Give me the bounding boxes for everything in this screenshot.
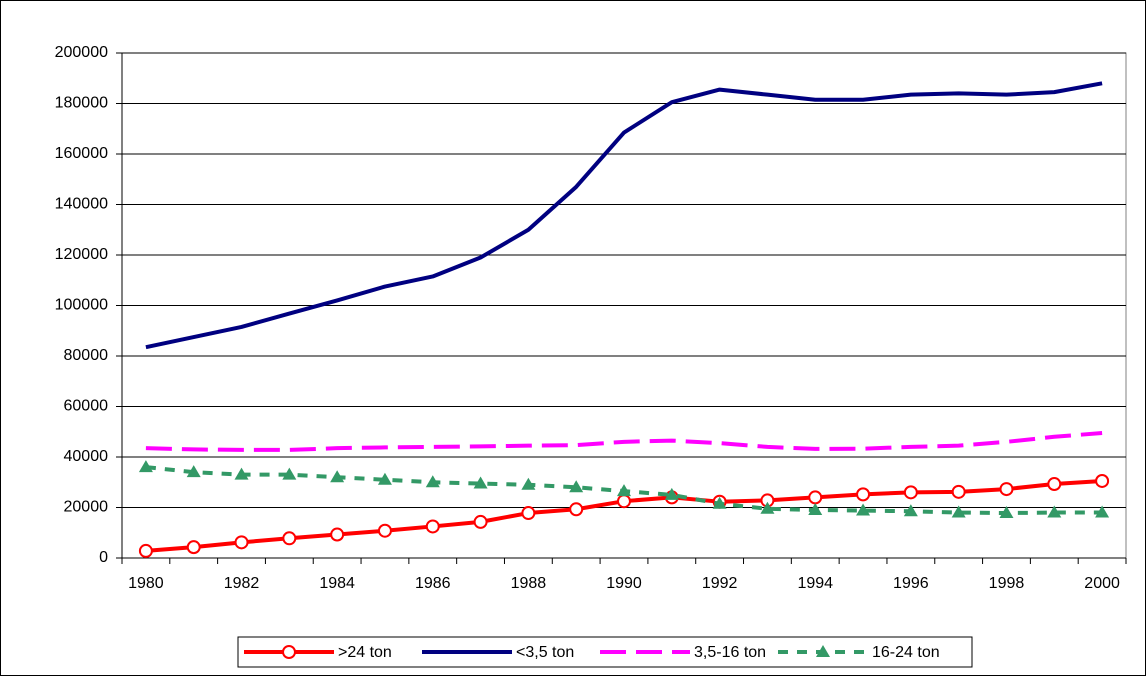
marker (138, 460, 153, 473)
x-tick-label: 1990 (606, 575, 642, 592)
marker (1095, 473, 1110, 488)
marker (282, 645, 296, 659)
y-tick-label: 60000 (64, 398, 109, 415)
marker (425, 519, 440, 534)
marker (234, 535, 249, 550)
marker (234, 467, 249, 480)
marker (999, 506, 1014, 519)
y-tick-label: 200000 (55, 44, 108, 61)
marker (760, 501, 775, 514)
y-tick-label: 20000 (64, 499, 109, 516)
marker (808, 490, 823, 505)
x-tick-label: 2000 (1084, 575, 1120, 592)
x-tick-label: 1996 (893, 575, 929, 592)
y-tick-label: 180000 (55, 95, 108, 112)
marker (521, 477, 536, 490)
y-tick-label: 140000 (55, 196, 108, 213)
marker (712, 496, 727, 509)
series-line (145, 431, 1103, 452)
series-line (145, 81, 1103, 350)
marker (1047, 477, 1062, 492)
marker (377, 523, 392, 538)
y-tick-label: 100000 (55, 297, 108, 314)
x-tick-label: 1980 (128, 575, 164, 592)
marker (856, 503, 871, 516)
y-tick-label: 80000 (64, 347, 109, 364)
marker (903, 504, 918, 517)
marker (856, 487, 871, 502)
legend-label: 16-24 ton (872, 644, 940, 661)
legend-label: 3,5-16 ton (694, 644, 766, 661)
marker (1095, 505, 1110, 518)
marker (569, 502, 584, 517)
marker (186, 465, 201, 478)
marker (282, 531, 297, 546)
marker (473, 476, 488, 489)
y-tick-label: 120000 (55, 246, 108, 263)
marker (1047, 505, 1062, 518)
marker (377, 472, 392, 485)
legend-label: >24 ton (338, 644, 392, 661)
marker (186, 540, 201, 555)
y-tick-label: 0 (99, 549, 108, 566)
marker (330, 470, 345, 483)
marker (425, 475, 440, 488)
marker (999, 482, 1014, 497)
x-tick-label: 1994 (797, 575, 833, 592)
marker (664, 487, 679, 500)
y-tick-label: 160000 (55, 145, 108, 162)
x-tick-label: 1988 (511, 575, 547, 592)
x-tick-label: 1982 (224, 575, 260, 592)
marker (951, 484, 966, 499)
marker (138, 543, 153, 558)
marker (816, 645, 830, 657)
marker (473, 514, 488, 529)
marker (903, 485, 918, 500)
x-tick-label: 1998 (989, 575, 1025, 592)
legend: >24 ton <3,5 ton 3,5-16 ton 16-24 ton (237, 636, 973, 668)
x-tick-label: 1984 (319, 575, 355, 592)
marker (808, 503, 823, 516)
x-tick-label: 1986 (415, 575, 451, 592)
marker (282, 467, 297, 480)
marker (617, 484, 631, 497)
x-tick-label: 1992 (702, 575, 738, 592)
marker (521, 506, 536, 521)
marker (569, 480, 584, 493)
marker (330, 527, 345, 542)
marker (951, 505, 966, 518)
marker (617, 494, 631, 509)
legend-label: <3,5 ton (516, 644, 574, 661)
y-tick-label: 40000 (64, 448, 109, 465)
